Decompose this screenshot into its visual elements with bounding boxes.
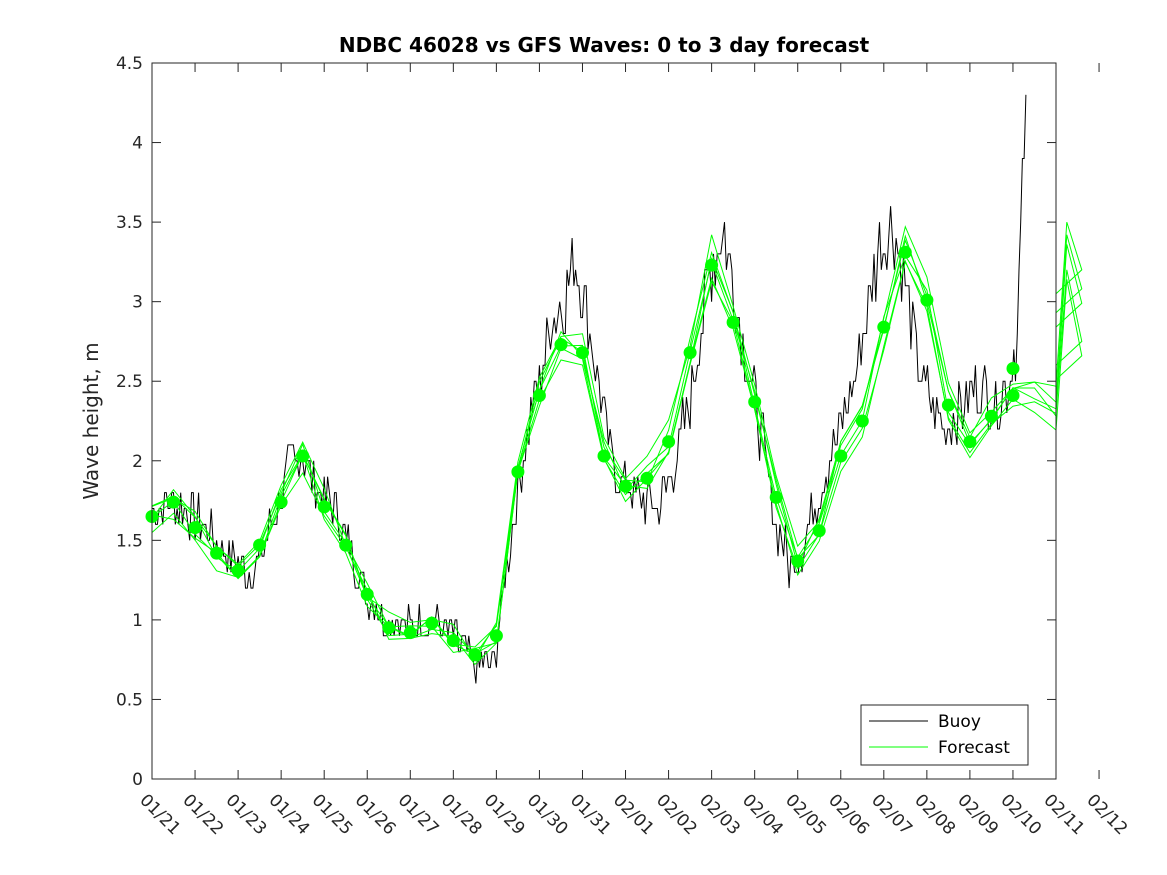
- forecast-marker: [855, 414, 869, 428]
- forecast-marker: [446, 634, 460, 648]
- forecast-marker: [360, 587, 374, 601]
- forecast-marker: [705, 258, 719, 272]
- forecast-marker: [576, 346, 589, 360]
- y-tick-label: 2.5: [116, 372, 143, 392]
- forecast-marker: [984, 409, 998, 423]
- forecast-marker: [812, 524, 826, 538]
- axes-box: [151, 62, 1057, 780]
- forecast-marker: [619, 479, 632, 493]
- forecast-marker: [296, 449, 310, 463]
- forecast-marker: [167, 495, 180, 509]
- forecast-marker: [339, 538, 353, 552]
- forecast-line: [151, 221, 1083, 661]
- forecast-line: [151, 259, 1083, 654]
- forecast-marker: [274, 495, 288, 509]
- y-axis-ticks: 0 0.5 1 1.5 2 2.5 3 3.5 4 4.5: [116, 54, 1056, 790]
- forecast-marker: [748, 395, 762, 409]
- y-tick-label: 0.5: [116, 690, 143, 710]
- forecast-marker: [532, 389, 546, 402]
- y-tick-label: 3: [132, 293, 143, 313]
- forecast-marker: [877, 320, 891, 334]
- legend-forecast-label: Forecast: [938, 738, 1010, 758]
- forecast-marker: [210, 546, 224, 560]
- forecast-marker: [1006, 362, 1020, 375]
- forecast-line: [151, 260, 1083, 666]
- y-tick-label: 1: [132, 611, 143, 631]
- y-tick-label: 1.5: [116, 531, 143, 551]
- y-tick-label: 0: [132, 770, 143, 790]
- legend: Buoy Forecast: [860, 704, 1029, 766]
- forecast-marker: [511, 465, 525, 479]
- y-tick-label: 4: [132, 134, 143, 154]
- forecast-line: [151, 234, 1083, 656]
- forecast-marker: [253, 538, 267, 552]
- forecast-marker: [468, 648, 482, 662]
- forecast-marker: [317, 500, 331, 514]
- forecast-marker: [1006, 389, 1020, 402]
- legend-buoy-label: Buoy: [938, 712, 981, 732]
- forecast-marker: [489, 629, 503, 643]
- forecast-marker: [554, 338, 568, 352]
- y-axis-label: Wave height, m: [79, 342, 103, 499]
- forecast-marker: [188, 521, 202, 535]
- forecast-marker: [425, 616, 439, 630]
- forecast-marker: [683, 346, 697, 360]
- y-tick-label: 4.5: [116, 54, 143, 74]
- forecast-marker: [726, 315, 740, 329]
- legend-box: [860, 704, 1029, 766]
- forecast-marker: [963, 435, 977, 449]
- y-tick-label: 2: [132, 452, 143, 472]
- forecast-marker: [403, 626, 417, 640]
- chart-title: NDBC 46028 vs GFS Waves: 0 to 3 day fore…: [339, 33, 870, 57]
- forecast-marker: [597, 449, 611, 463]
- forecast-markers: [145, 245, 1020, 662]
- forecast-marker: [231, 564, 245, 578]
- forecast-marker: [898, 245, 912, 259]
- plot-area: [152, 63, 1056, 779]
- forecast-marker: [382, 621, 396, 635]
- forecast-marker: [834, 449, 848, 463]
- forecast-marker: [662, 435, 676, 449]
- forecast-marker: [941, 398, 955, 412]
- forecast-marker: [769, 490, 783, 504]
- forecast-marker: [791, 554, 805, 568]
- y-tick-label: 3.5: [116, 213, 143, 233]
- forecast-marker: [920, 293, 934, 307]
- forecast-marker: [640, 471, 654, 485]
